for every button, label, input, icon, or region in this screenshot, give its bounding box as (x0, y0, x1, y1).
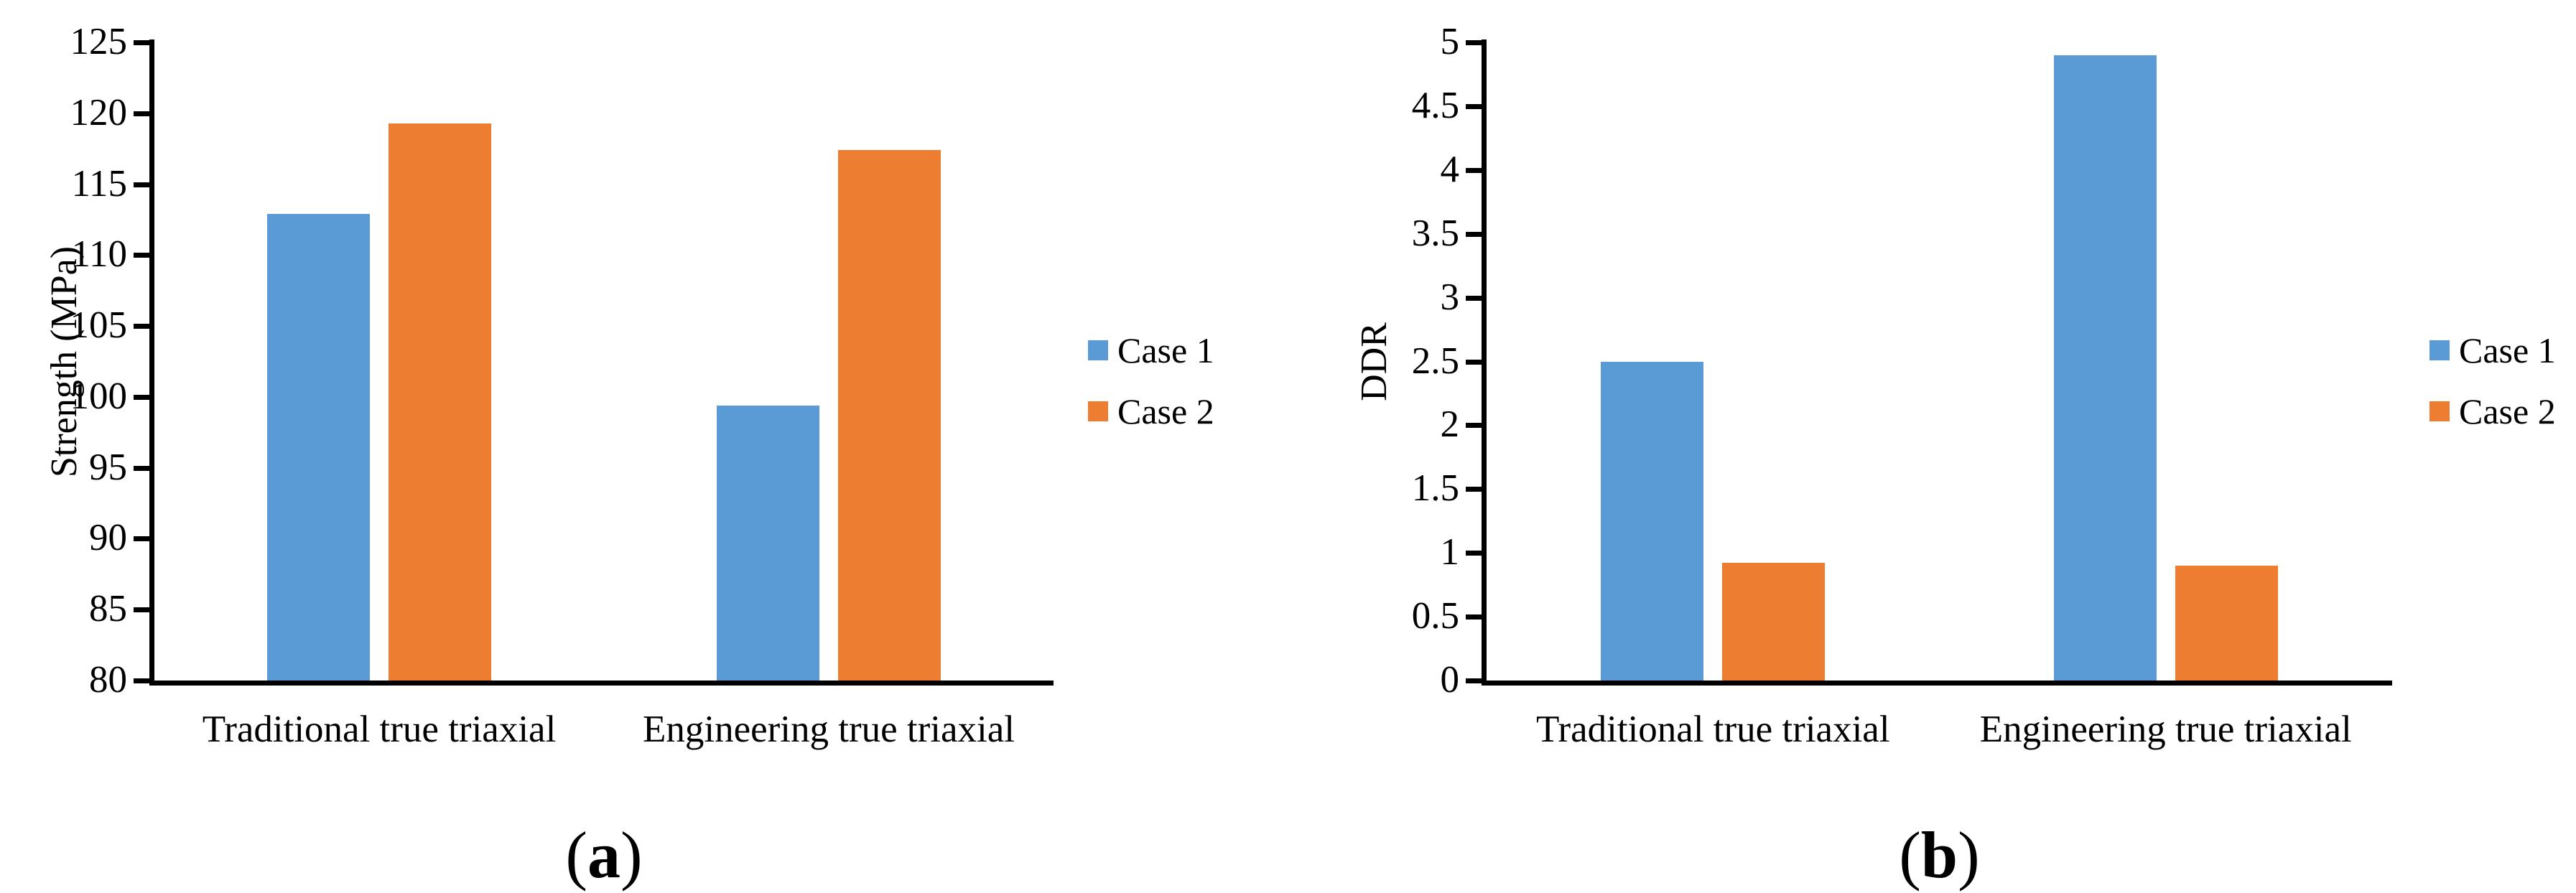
y-axis-title-strength: Strength (MPa) (44, 246, 85, 477)
x-category-label-traditional-true-triaxial: Traditional true triaxial (1535, 709, 1890, 750)
legend-item-case-1: Case 1 (1088, 332, 1214, 368)
y-tick-label-5: 5 (1440, 21, 1460, 62)
y-tick-mark-90 (134, 536, 149, 542)
y-tick-mark-110 (134, 253, 149, 258)
y-tick-label-105: 105 (70, 304, 128, 347)
y-tick-mark-3 (1466, 295, 1482, 301)
y-tick-mark-105 (134, 324, 149, 329)
y-tick-mark-3-5 (1466, 231, 1482, 237)
y-tick-mark-80 (134, 678, 149, 683)
y-tick-label-4-5: 4.5 (1411, 84, 1459, 126)
y-tick-mark-4 (1466, 167, 1482, 173)
y-tick-mark-85 (134, 607, 149, 613)
caption-letter-a: a (587, 818, 620, 892)
y-tick-label-120: 120 (70, 91, 128, 134)
bar-case-1-engineering-true-triaxial (2053, 55, 2157, 681)
bar-case-2-traditional-true-triaxial (389, 123, 491, 681)
y-tick-mark-115 (134, 182, 149, 187)
panel-a-caption: (a) (424, 822, 784, 888)
x-category-label-engineering-true-triaxial: Engineering true triaxial (642, 709, 1015, 750)
y-tick-mark-120 (134, 111, 149, 116)
legend-swatch-case-2 (1088, 401, 1108, 421)
y-tick-label-2-5: 2.5 (1411, 340, 1459, 382)
y-tick-mark-2 (1466, 423, 1482, 429)
y-tick-label-125: 125 (70, 21, 128, 62)
y-tick-mark-125 (134, 40, 149, 45)
caption-paren-close: ) (1958, 818, 1980, 892)
x-category-label-engineering-true-triaxial: Engineering true triaxial (1979, 709, 2352, 750)
y-axis-line (1482, 39, 1487, 686)
caption-letter-b: b (1920, 818, 1958, 892)
legend-label-case-2: Case 2 (2459, 391, 2556, 431)
x-axis-line (149, 681, 1054, 686)
y-tick-mark-2-5 (1466, 359, 1482, 365)
y-tick-mark-100 (134, 394, 149, 400)
bar-case-1-traditional-true-triaxial (267, 214, 370, 681)
legend-label-case-2: Case 2 (1117, 391, 1214, 431)
legend-item-case-1: Case 1 (2429, 332, 2556, 368)
y-axis-line (149, 39, 154, 686)
legend-item-case-2: Case 2 (2429, 393, 2556, 429)
bar-case-2-engineering-true-triaxial (838, 150, 941, 681)
caption-paren-open: ( (565, 818, 587, 892)
y-tick-label-4: 4 (1440, 148, 1460, 190)
y-tick-label-0-5: 0.5 (1411, 595, 1459, 637)
y-tick-mark-0 (1466, 678, 1482, 683)
y-tick-label-3-5: 3.5 (1411, 212, 1459, 254)
y-tick-label-85: 85 (89, 588, 127, 630)
legend-swatch-case-1 (1088, 340, 1108, 360)
y-tick-label-1: 1 (1440, 531, 1460, 574)
legend-item-case-2: Case 2 (1088, 393, 1214, 429)
legend-label-case-1: Case 1 (2459, 330, 2556, 370)
y-tick-mark-1-5 (1466, 487, 1482, 492)
y-tick-label-2: 2 (1440, 403, 1460, 446)
y-tick-label-3: 3 (1440, 276, 1460, 318)
y-tick-mark-5 (1466, 40, 1482, 45)
legend-swatch-case-2 (2429, 401, 2450, 421)
y-tick-label-110: 110 (71, 233, 127, 276)
y-tick-mark-95 (134, 465, 149, 471)
y-tick-label-1-5: 1.5 (1411, 467, 1459, 510)
bar-case-1-traditional-true-triaxial (1601, 361, 1704, 681)
panel-a-strength-chart: Strength (MPa) Case 1 Case 2 (a) 125 120 11… (44, 21, 1214, 888)
x-category-label-traditional-true-triaxial: Traditional true triaxial (202, 709, 557, 750)
y-tick-label-90: 90 (89, 517, 127, 559)
y-tick-label-115: 115 (71, 162, 127, 205)
caption-paren-open: ( (1899, 818, 1921, 892)
y-tick-label-95: 95 (89, 446, 127, 488)
bar-case-2-traditional-true-triaxial (1722, 563, 1826, 681)
bar-case-2-engineering-true-triaxial (2175, 565, 2278, 681)
y-tick-mark-4-5 (1466, 103, 1482, 109)
y-tick-mark-1 (1466, 551, 1482, 556)
y-tick-label-100: 100 (70, 375, 128, 417)
legend-swatch-case-1 (2429, 340, 2450, 360)
legend-label-case-1: Case 1 (1117, 330, 1214, 370)
bar-case-1-engineering-true-triaxial (717, 405, 819, 681)
y-tick-label-80: 80 (89, 659, 127, 701)
x-axis-line (1482, 681, 2392, 686)
caption-paren-close: ) (620, 818, 643, 892)
y-tick-mark-0-5 (1466, 614, 1482, 620)
y-tick-label-0: 0 (1440, 659, 1460, 701)
panel-b-ddr-chart: DDR Case 1 Case 2 (b) 5 4.5 4 3.5 3 2.5 2 1.5 1 0.… (1288, 0, 2576, 893)
panel-b-caption: (b) (1760, 822, 2119, 888)
